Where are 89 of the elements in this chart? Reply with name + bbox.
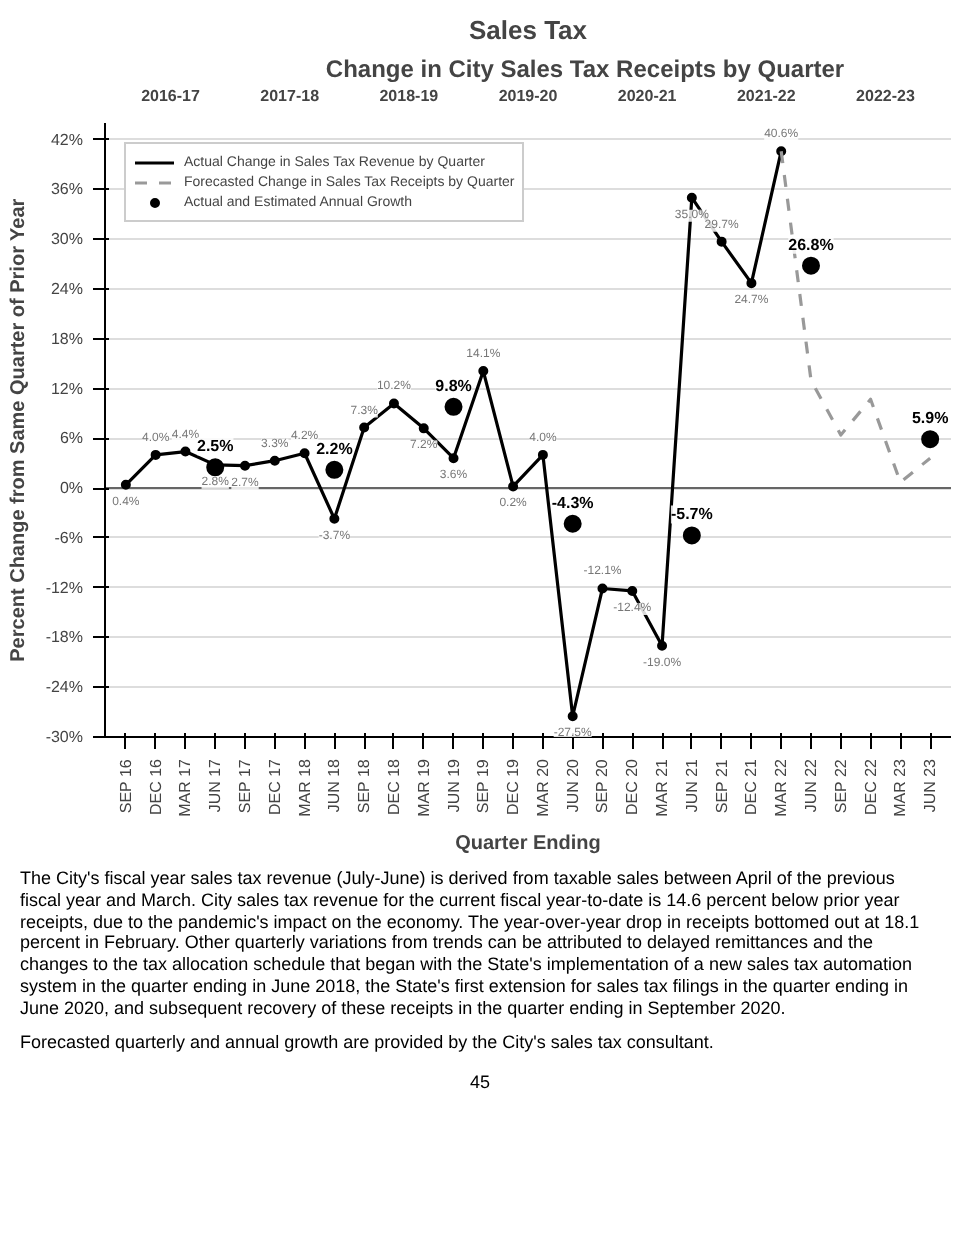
x-tick-label: MAR 23	[891, 757, 910, 817]
y-tick-label: 24%	[50, 279, 84, 298]
y-tick-label: 18%	[50, 329, 84, 348]
x-tick-label: SEP 17	[236, 758, 255, 814]
y-tick-label: -30%	[45, 728, 84, 746]
x-tick-label: JUN 23	[921, 757, 940, 813]
y-tick-label: -24%	[45, 678, 84, 697]
x-tick-label: DEC 19	[504, 757, 523, 816]
data-label: 5.9%	[911, 409, 949, 428]
text: Forecasted quarterly and annual growth are provided by the City's sales tax consultant.	[20, 1031, 716, 1053]
point	[240, 460, 251, 471]
y-tick-label: 6%	[59, 429, 83, 448]
y-tick-label: -18%	[45, 628, 84, 647]
text: 2017-18	[260, 87, 321, 105]
point	[682, 526, 701, 545]
point	[508, 481, 519, 492]
point	[359, 422, 370, 433]
point	[716, 236, 727, 247]
x-tick-label: MAR 20	[533, 757, 552, 817]
y-tick-label: 0%	[59, 479, 83, 498]
y-axis-title: Percent Change from Same Quarter of Prior Year	[7, 198, 30, 662]
data-label: 2.5%	[196, 437, 234, 456]
x-tick-label: JUN 22	[801, 757, 820, 813]
text: 2016-17	[141, 87, 201, 105]
x-tick-label: MAR 22	[772, 757, 791, 817]
point	[448, 453, 459, 464]
x-tick-label: MAR 21	[653, 757, 672, 817]
x-tick-label: DEC 22	[861, 757, 880, 816]
x-tick-label: SEP 18	[355, 758, 374, 814]
y-tick-label: 30%	[50, 230, 84, 249]
point	[150, 449, 161, 460]
x-tick-label: DEC 21	[742, 757, 761, 816]
chart-subtitle: Change in City Sales Tax Receipts by Quarter	[325, 55, 845, 83]
point	[921, 430, 940, 449]
point	[801, 256, 820, 275]
text: 2019-20	[498, 87, 559, 105]
point	[657, 640, 668, 651]
y-tick-label: 42%	[50, 130, 84, 149]
x-tick-label: DEC 17	[265, 757, 284, 816]
x-tick-label: DEC 16	[146, 757, 165, 816]
point	[627, 585, 638, 596]
y-tick-label: 36%	[50, 180, 84, 199]
point	[418, 423, 429, 434]
x-tick-label: MAR 18	[295, 757, 314, 817]
text: 2018-19	[379, 87, 440, 105]
point	[325, 460, 344, 479]
text: 2021-22	[736, 87, 797, 105]
x-tick-label: SEP 19	[474, 758, 493, 814]
text: The City's fiscal year sales tax revenue (July-June) is derived from taxable sales between April of the previous fiscal year and March. City sales tax revenue for the current fiscal year-to-date is 14.6 percent below prior year receipts, due to the pandemic's impact on the economy. The year-over-year drop in receipts bottomed out at 18.1 percent in February. Other quarterly variations from trends can be attributed to delayed remittances and the changes to the tax allocation schedule that began with the State's implementation of a new sales tax automation system in the quarter ending in June 2018, the State's first extension for sales tax filings in the quarter ending in June 2020, and subsequent recovery of these receipts in the quarter ending in September 2020.	[20, 868, 922, 1020]
point	[597, 583, 608, 594]
text: 2020-21	[617, 87, 678, 105]
data-label: 9.8%	[435, 376, 472, 395]
x-tick-label: DEC 20	[623, 757, 642, 816]
point	[746, 278, 757, 289]
x-tick-label: MAR 17	[176, 757, 195, 817]
text: 45	[467, 1072, 492, 1095]
point	[329, 513, 340, 524]
text: 2022-23	[856, 87, 916, 105]
x-axis-title: Quarter Ending	[455, 832, 601, 855]
point	[120, 479, 131, 490]
x-tick-label: SEP 22	[831, 758, 850, 814]
x-tick-label: SEP 20	[593, 758, 612, 814]
data-label: -5.7%	[670, 505, 713, 524]
x-tick-label: SEP 16	[116, 758, 135, 814]
y-tick-label: -12%	[45, 578, 84, 597]
data-label: -4.3%	[551, 493, 594, 512]
y-tick-label: -6%	[54, 528, 84, 547]
point	[269, 455, 280, 466]
x-tick-label: SEP 21	[712, 758, 731, 814]
point	[686, 192, 697, 203]
point	[299, 448, 310, 459]
x-tick-label: JUN 18	[325, 757, 344, 813]
y-tick-label: 12%	[50, 379, 84, 398]
x-tick-label: JUN 20	[563, 757, 582, 813]
x-tick-label: MAR 19	[414, 757, 433, 817]
point	[388, 398, 399, 409]
point	[567, 711, 578, 722]
x-tick-label: JUN 17	[206, 757, 225, 813]
x-tick-label: JUN 21	[682, 757, 701, 813]
point	[206, 458, 225, 477]
data-label: 26.8%	[788, 235, 834, 254]
x-tick-label: DEC 18	[384, 757, 403, 816]
point	[563, 514, 582, 533]
x-tick-label: JUN 19	[444, 757, 463, 813]
point	[444, 397, 463, 416]
point	[537, 449, 548, 460]
point	[180, 446, 191, 457]
chart-title: Sales Tax	[468, 15, 589, 45]
data-label: 2.2%	[316, 439, 353, 458]
